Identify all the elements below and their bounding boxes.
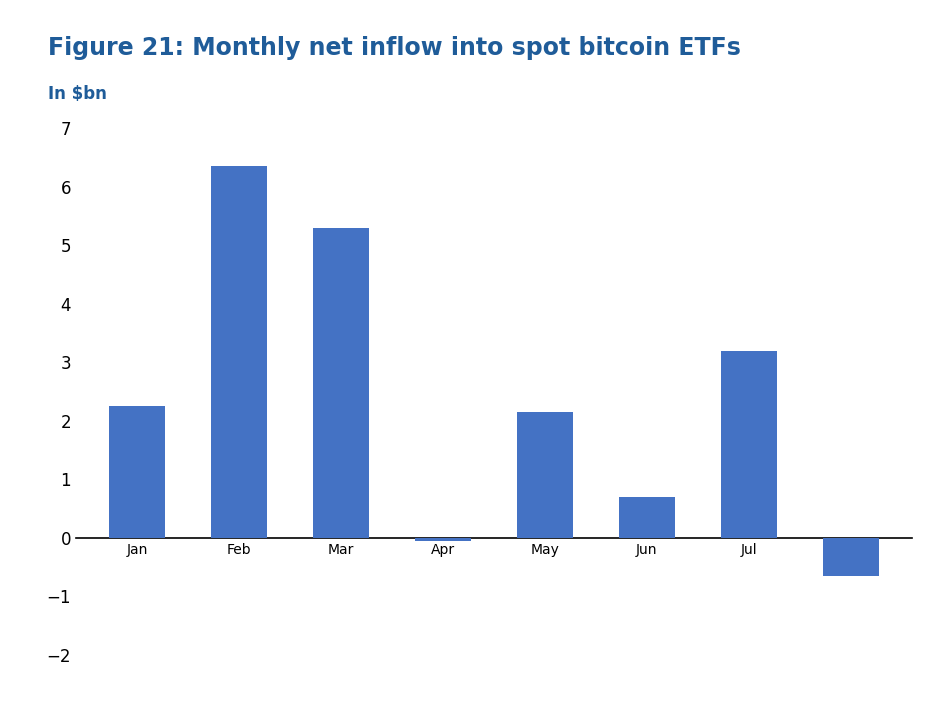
Bar (314, 228, 370, 538)
Bar (618, 497, 674, 538)
Bar (211, 166, 267, 538)
Text: In $bn: In $bn (48, 85, 106, 103)
Bar (415, 538, 471, 541)
Bar (109, 407, 165, 538)
Text: Figure 21: Monthly net inflow into spot bitcoin ETFs: Figure 21: Monthly net inflow into spot … (48, 36, 740, 60)
Bar (721, 350, 777, 538)
Bar (823, 538, 879, 576)
Bar (517, 412, 573, 538)
